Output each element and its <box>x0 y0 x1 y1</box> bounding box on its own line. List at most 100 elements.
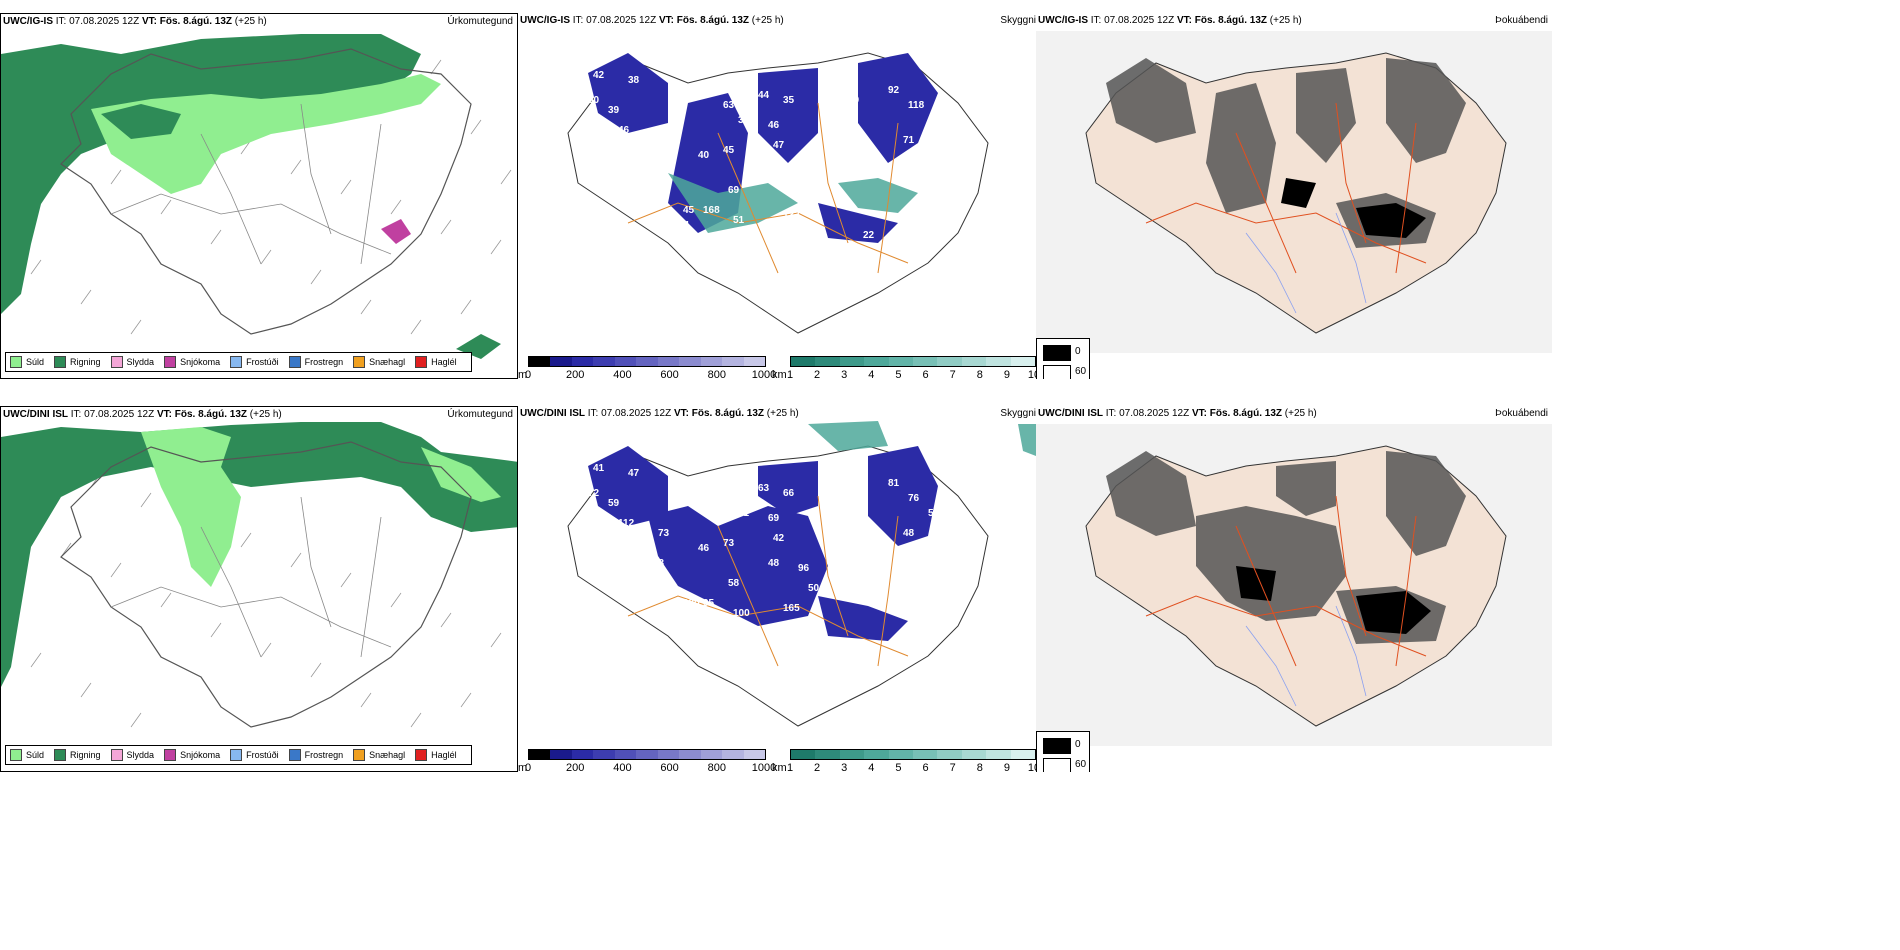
colorbar-segment <box>722 750 744 759</box>
colorbar-tick: 1000 <box>751 369 777 379</box>
legend-item: Snjókoma <box>164 749 220 761</box>
cloud-base-label: 59 <box>608 498 620 509</box>
cloud-base-label: 56 <box>608 443 620 454</box>
legend-label: Frostúði <box>246 357 279 367</box>
colorbar-tick: 600 <box>660 369 679 379</box>
road-network <box>1145 102 1427 274</box>
cloud-base-label: 42 <box>773 533 785 544</box>
colorbar-tick: 3 <box>841 369 848 379</box>
cloud-base-label: 38 <box>628 75 640 86</box>
colorbar-tick: 2 <box>814 762 821 772</box>
colorbar-segment <box>550 357 572 366</box>
visibility-colorbar-row1: km 12345678910 <box>772 356 1036 379</box>
cloud-base-label: 42 <box>593 70 605 81</box>
colorbar-segment <box>912 357 938 366</box>
colorbar-segment <box>864 357 889 366</box>
precip-title-row1: Úrkomutegund <box>447 16 513 27</box>
cloud-base-label: 73 <box>658 528 670 539</box>
rivers <box>1245 605 1367 707</box>
road-network <box>1145 495 1427 667</box>
legend-item: Slydda <box>110 749 154 761</box>
precip-header-row1: UWC/IG-IS IT: 07.08.2025 12Z VT: Fös. 8.… <box>3 16 513 27</box>
road-network <box>110 103 392 265</box>
legend-swatch <box>288 356 301 368</box>
colorbar-tick: 9 <box>1003 762 1010 772</box>
colorbar-tick: 5 <box>895 369 902 379</box>
colorbar-segment <box>636 750 658 759</box>
legend-label: Haglél <box>431 357 457 367</box>
colorbar-tick: 800 <box>707 762 726 772</box>
colorbar-segment <box>722 357 744 366</box>
legend-swatch <box>54 356 67 368</box>
drizzle-area <box>141 427 501 587</box>
fog-header-row1: UWC/IG-IS IT: 07.08.2025 12Z VT: Fös. 8.… <box>1038 15 1548 26</box>
legend-item: Súld <box>10 356 44 368</box>
cloud-base-label: 40 <box>698 150 710 161</box>
colorbar-tick: 0 <box>524 762 532 772</box>
legend-label: Frostúði <box>246 750 279 760</box>
colorbar-tick: 800 <box>707 369 726 379</box>
precip-legend-row2: Súld Rigning Slydda Snjókoma Frostúði Frostre… <box>5 745 472 765</box>
colorbar-segment <box>636 357 658 366</box>
colorbar-segment <box>1010 357 1035 366</box>
cloud-base-label: 36 <box>738 115 750 126</box>
colorbar-segment <box>937 357 962 366</box>
legend-label: Rigning <box>70 750 101 760</box>
cloud-base-label: 93 <box>658 135 670 146</box>
fog-dense <box>1106 58 1466 248</box>
legend-item: Rigning <box>54 356 101 368</box>
legend-label: Haglél <box>431 750 457 760</box>
legend-item: Slydda <box>110 356 154 368</box>
fog-legend-row2: 0 60 <box>1036 731 1090 772</box>
rivers <box>1245 212 1367 314</box>
cloud-base-label: 51 <box>583 120 595 131</box>
colorbar-segment <box>571 750 594 759</box>
colorbar-segment <box>839 357 865 366</box>
colorbar-segment <box>700 357 723 366</box>
legend-item: Súld <box>10 749 44 761</box>
colorbar-segment <box>679 357 701 366</box>
fog-core <box>1281 178 1426 238</box>
cloud-base-label: 100 <box>733 608 750 619</box>
legend-swatch <box>10 749 22 761</box>
colorbar-tick: 4 <box>868 762 875 772</box>
cloud-base-label: 76 <box>908 493 920 504</box>
colorbar-tick: 400 <box>613 369 632 379</box>
legend-item: Frostregn <box>288 749 343 761</box>
legend-swatch <box>110 749 123 761</box>
cloud-base-label: 69 <box>768 513 780 524</box>
cloud-panel-row1: UWC/IG-IS IT: 07.08.2025 12Z VT: Fös. 8.… <box>518 13 1036 379</box>
legend-swatch <box>164 356 177 368</box>
legend-label: Frostregn <box>304 357 344 367</box>
legend-label: Snæhagl <box>369 357 406 367</box>
colorbar-tick: 9 <box>1003 369 1010 379</box>
cloud-base-label: 96 <box>798 563 810 574</box>
road-network <box>627 102 909 274</box>
cloud-base-label: 59 <box>848 95 860 106</box>
cloud-base-label: 39 <box>608 105 620 116</box>
fog-legend-row1: 0 60 <box>1036 338 1090 379</box>
colorbar-tick: 400 <box>613 762 632 772</box>
visibility-title-row2: Skyggni <box>1000 408 1036 419</box>
cloud-base-label: 66 <box>608 50 620 61</box>
cloud-panel-row2: UWC/DINI ISL IT: 07.08.2025 12Z VT: Fös.… <box>518 406 1036 772</box>
colorbar-segment <box>679 750 701 759</box>
cloud-base-label: 133 <box>783 210 800 221</box>
colorbar-segment <box>743 750 765 759</box>
legend-swatch <box>54 749 67 761</box>
cloud-base-label: 45 <box>723 145 735 156</box>
cloud-base-label: 46 <box>768 120 780 131</box>
colorbar-tick: 10 <box>1027 369 1036 379</box>
colorbar-segment <box>961 750 987 759</box>
cloud-base-label: 67 <box>798 170 810 181</box>
legend-swatch <box>230 749 243 761</box>
cloud-base-label: 92 <box>678 613 690 624</box>
rain-area <box>1 422 517 687</box>
legend-label: Rigning <box>70 357 101 367</box>
legend-item: Frostregn <box>288 356 344 368</box>
fog-map-row2 <box>1036 424 1552 746</box>
legend-label: Snjókoma <box>180 357 221 367</box>
cloud-base-label: 48 <box>768 558 780 569</box>
fog-header-row2: UWC/DINI ISL IT: 07.08.2025 12Z VT: Fös.… <box>1038 408 1548 419</box>
snow-spot <box>381 219 411 244</box>
